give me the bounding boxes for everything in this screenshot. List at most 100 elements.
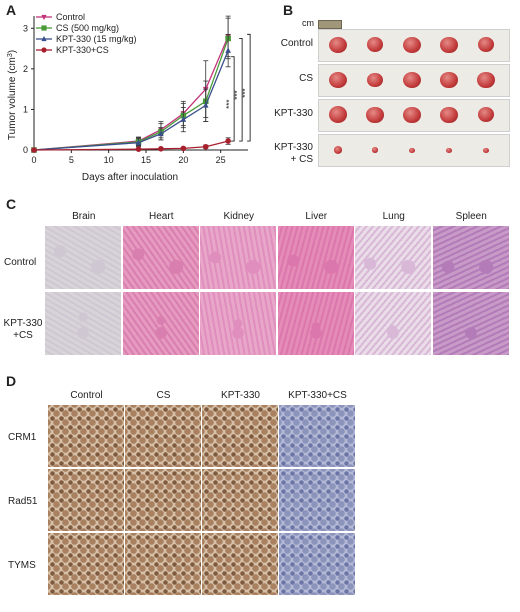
c-column-label: Liver <box>305 211 328 222</box>
significance-label: *** <box>233 90 242 99</box>
data-point <box>180 116 187 122</box>
legend-item: CS (500 mg/kg) <box>36 23 119 33</box>
x-tick-label: 20 <box>178 155 188 165</box>
tumor <box>328 106 348 124</box>
data-point <box>180 145 187 152</box>
d-column-label: Control <box>70 390 103 401</box>
histology-image <box>200 292 276 355</box>
tumor <box>367 72 383 87</box>
panel-letter-a: A <box>6 2 17 18</box>
ihc-image <box>48 469 124 531</box>
data-point <box>41 35 47 42</box>
x-tick-label: 25 <box>216 155 226 165</box>
ihc-image <box>125 405 201 467</box>
histology-image <box>355 292 431 355</box>
tumor <box>403 36 421 54</box>
data-point <box>31 147 37 153</box>
data-point <box>202 143 209 150</box>
panel-letter-d: D <box>6 373 17 389</box>
significance-label: *** <box>225 100 234 109</box>
tumor <box>333 146 343 154</box>
data-point <box>41 25 47 31</box>
tumor <box>366 37 384 53</box>
panel-letter-b: B <box>283 2 294 18</box>
series-line <box>33 38 229 151</box>
x-axis-label: Days after inoculation <box>82 172 178 183</box>
d-row-label: Rad51 <box>8 496 38 507</box>
d-column-label: KPT-330+CS <box>288 390 347 401</box>
c-row-label-combo-2: +CS <box>13 330 33 341</box>
tumor <box>440 106 458 123</box>
d-row-label: TYMS <box>8 560 36 571</box>
significance-label: *** <box>241 88 250 97</box>
ihc-image <box>202 405 278 467</box>
series-line <box>33 50 229 151</box>
tumor <box>477 107 495 123</box>
data-point <box>225 138 231 144</box>
tumor <box>329 71 347 89</box>
tumor <box>483 147 489 153</box>
tumor <box>329 36 347 54</box>
significance-bracket: *** <box>233 37 243 142</box>
histology-image <box>45 226 121 289</box>
tumor-photo-row <box>318 99 510 132</box>
d-column-label: CS <box>156 390 171 401</box>
data-point <box>135 146 142 152</box>
ihc-image <box>125 469 201 531</box>
legend-label: KPT-330+CS <box>56 45 109 55</box>
y-tick-label: 0 <box>23 145 28 155</box>
c-column-label: Kidney <box>223 211 255 222</box>
ihc-image <box>48 533 124 595</box>
b-row-label-cs: CS <box>299 73 313 84</box>
data-point <box>41 14 47 21</box>
data-point <box>202 102 209 108</box>
scale-bar-label: cm <box>302 18 314 28</box>
x-tick-label: 0 <box>31 155 36 165</box>
tumor <box>366 106 384 123</box>
ihc-image <box>48 405 124 467</box>
histology-image <box>45 292 121 355</box>
legend-item: KPT-330+CS <box>36 45 109 55</box>
series-3 <box>31 137 231 153</box>
histology-image <box>277 292 354 355</box>
c-row-label-combo-1: KPT-330 <box>3 318 43 329</box>
histology-image <box>122 226 199 289</box>
data-point <box>135 139 142 145</box>
x-tick-label: 15 <box>141 155 151 165</box>
tumor <box>440 71 458 88</box>
ihc-image <box>279 533 355 595</box>
tumor <box>403 106 421 123</box>
y-tick-label: 1 <box>23 104 28 114</box>
legend-item: Control <box>36 12 85 22</box>
data-point <box>158 130 164 137</box>
b-row-label-combo-2: + CS <box>290 154 313 165</box>
ihc-image <box>202 469 278 531</box>
tumor-photo-row <box>318 29 510 62</box>
tumor <box>440 36 458 53</box>
histology-image <box>355 226 431 289</box>
tumor <box>409 147 415 153</box>
histology-image <box>432 226 509 289</box>
c-row-label-control: Control <box>4 257 37 268</box>
legend-label: CS (500 mg/kg) <box>56 23 119 33</box>
histology-image <box>432 292 509 355</box>
tumor <box>477 71 495 88</box>
c-column-label: Heart <box>149 211 174 222</box>
b-row-label-kpt330: KPT-330 <box>274 108 313 119</box>
ihc-image <box>279 405 355 467</box>
c-column-label: Lung <box>382 211 405 222</box>
ihc-image <box>279 469 355 531</box>
tumor-photo-row <box>318 64 510 97</box>
significance-bracket: *** <box>241 33 251 142</box>
histology-image <box>122 292 199 355</box>
ihc-image <box>125 533 201 595</box>
tumor <box>477 37 495 53</box>
data-point <box>158 145 164 152</box>
tumor <box>403 71 421 89</box>
y-tick-label: 2 <box>23 64 28 74</box>
tumor-photo-row <box>318 134 510 167</box>
x-tick-label: 5 <box>69 155 74 165</box>
legend-label: Control <box>56 12 85 22</box>
scale-bar <box>318 20 342 29</box>
